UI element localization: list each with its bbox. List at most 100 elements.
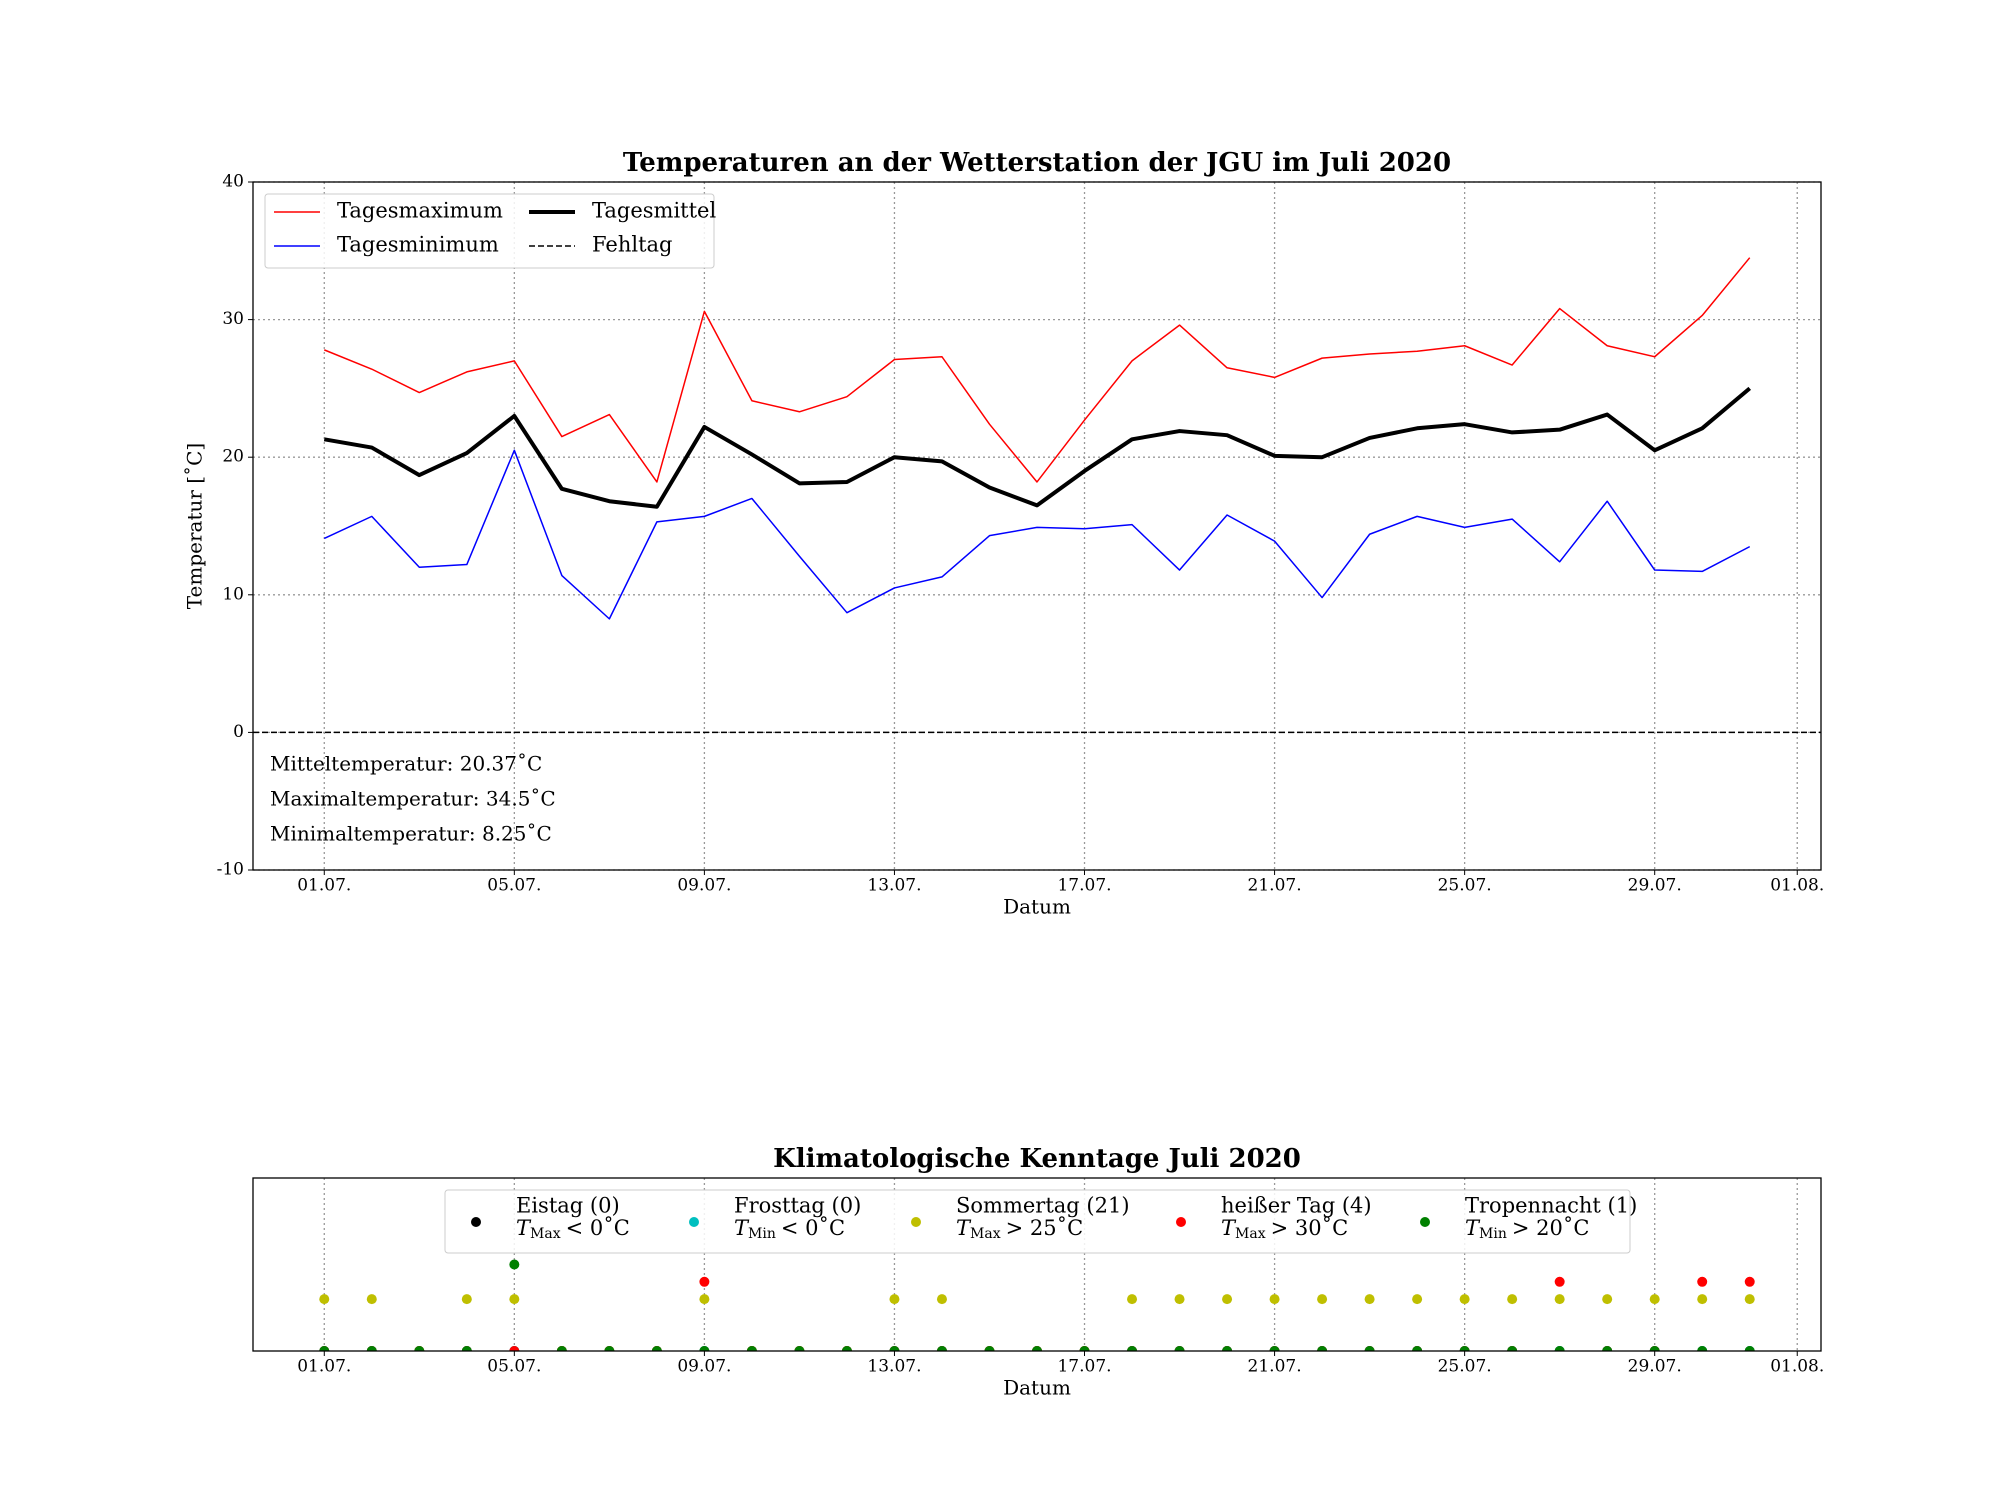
annotation: Maximaltemperatur: 34.5˚C — [270, 787, 556, 811]
dot — [1744, 1276, 1755, 1287]
dot — [1412, 1294, 1423, 1305]
dot — [1507, 1294, 1518, 1305]
x-tick-label: 01.08. — [1770, 1357, 1824, 1377]
dot — [1127, 1294, 1138, 1305]
legend-condition: TMax < 0˚C — [516, 1216, 630, 1243]
condition-sub: Max — [970, 1226, 1001, 1242]
condition-text: > 20˚C — [1512, 1216, 1590, 1240]
legend-marker — [1420, 1217, 1430, 1227]
dot — [1554, 1346, 1565, 1351]
legend-marker — [689, 1217, 699, 1227]
dot — [1554, 1276, 1565, 1287]
legend-condition: TMin > 20˚C — [1465, 1216, 1589, 1243]
condition-text: > 30˚C — [1271, 1216, 1349, 1240]
dot — [1364, 1346, 1375, 1351]
legend-marker — [911, 1217, 921, 1227]
dot — [699, 1276, 710, 1287]
condition-text: < 0˚C — [781, 1216, 845, 1240]
line — [323, 257, 1751, 483]
x-tick-label: 21.07. — [1248, 1357, 1302, 1377]
x-tick-label: 05.07. — [487, 1357, 541, 1377]
legend-label: Tagesminimum — [337, 233, 499, 257]
x-tick-label: 01.07. — [297, 1357, 351, 1377]
dot — [1602, 1294, 1613, 1305]
legend-condition: TMin < 0˚C — [734, 1216, 845, 1243]
dot — [699, 1346, 710, 1351]
dot — [651, 1346, 662, 1351]
x-tick-label: 17.07. — [1057, 876, 1111, 896]
dot — [984, 1346, 995, 1351]
legend-condition: TMax > 25˚C — [956, 1216, 1083, 1243]
legend-label: heißer Tag (4) — [1221, 1194, 1372, 1218]
y-tick-label: 20 — [222, 447, 244, 467]
legend-condition: TMax > 30˚C — [1221, 1216, 1348, 1243]
dot — [1269, 1294, 1280, 1305]
dot — [841, 1346, 852, 1351]
dot — [1174, 1346, 1185, 1351]
dot — [461, 1294, 472, 1305]
dot — [509, 1346, 520, 1351]
dot — [1697, 1346, 1708, 1351]
dot — [1317, 1346, 1328, 1351]
condition-sub: Max — [1235, 1226, 1266, 1242]
dot — [1744, 1346, 1755, 1351]
condition-var: T — [1221, 1216, 1237, 1240]
y-tick-label: 0 — [233, 722, 244, 742]
dot — [509, 1294, 520, 1305]
x-tick-label: 09.07. — [677, 1357, 731, 1377]
dot — [746, 1346, 757, 1351]
legend-label: Tagesmittel — [592, 199, 716, 223]
x-tick-label: 25.07. — [1438, 876, 1492, 896]
legend-box — [264, 193, 715, 269]
dot — [509, 1259, 520, 1270]
condition-text: > 25˚C — [1006, 1216, 1084, 1240]
dot — [1602, 1346, 1613, 1351]
x-tick-label: 21.07. — [1248, 876, 1302, 896]
x-axis-label: Datum — [1003, 1376, 1071, 1400]
x-tick-label: 01.07. — [297, 876, 351, 896]
annotation: Mitteltemperatur: 20.37˚C — [270, 752, 542, 776]
condition-var: T — [1465, 1216, 1481, 1240]
dot — [1079, 1346, 1090, 1351]
line — [323, 386, 1752, 509]
dot — [1364, 1294, 1375, 1305]
y-axis-label: Temperatur [˚C] — [183, 443, 207, 609]
legend-label: Fehltag — [592, 233, 673, 257]
dot — [1222, 1294, 1233, 1305]
dot — [1317, 1294, 1328, 1305]
y-tick-label: 10 — [222, 584, 244, 604]
x-tick-label: 01.08. — [1770, 876, 1824, 896]
condition-sub: Min — [748, 1226, 776, 1242]
dot — [1174, 1294, 1185, 1305]
dot — [1649, 1346, 1660, 1351]
dot — [1507, 1346, 1518, 1351]
x-tick-label: 25.07. — [1438, 1357, 1492, 1377]
dot — [889, 1294, 900, 1305]
legend-label: Frosttag (0) — [734, 1194, 861, 1218]
plot-area — [319, 1259, 1755, 1351]
x-tick-label: 05.07. — [487, 876, 541, 896]
dot — [1697, 1294, 1708, 1305]
condition-text: < 0˚C — [566, 1216, 630, 1240]
dot — [1459, 1294, 1470, 1305]
dot — [1412, 1346, 1423, 1351]
legend-label: Sommertag (21) — [956, 1194, 1130, 1218]
y-tick-label: 30 — [222, 309, 244, 329]
y-tick-label: -10 — [217, 860, 244, 880]
dot — [1459, 1346, 1470, 1351]
legend-marker — [471, 1217, 481, 1227]
axes-frame — [252, 181, 1822, 871]
dot — [461, 1346, 472, 1351]
dot — [889, 1346, 900, 1351]
line — [323, 449, 1751, 620]
dot — [936, 1346, 947, 1351]
axes-frame — [252, 1177, 1822, 1352]
dot — [414, 1346, 425, 1351]
dot — [1649, 1294, 1660, 1305]
dot — [936, 1294, 947, 1305]
x-tick-label: 09.07. — [677, 876, 731, 896]
annotation: Minimaltemperatur: 8.25˚C — [270, 822, 552, 846]
dot — [699, 1294, 710, 1305]
